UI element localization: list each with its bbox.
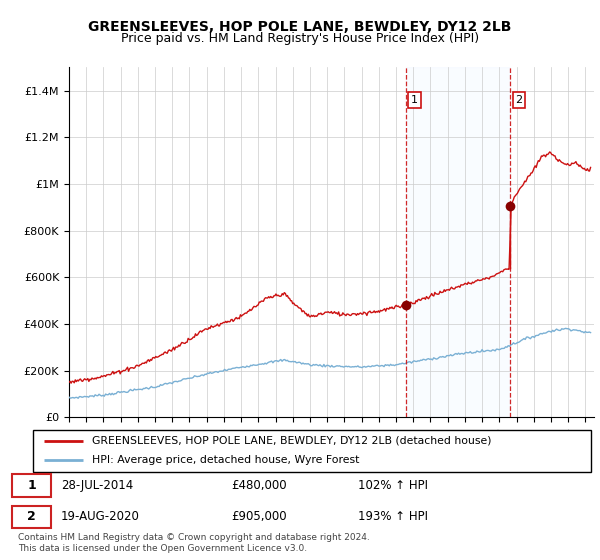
Text: Price paid vs. HM Land Registry's House Price Index (HPI): Price paid vs. HM Land Registry's House … xyxy=(121,32,479,45)
Text: GREENSLEEVES, HOP POLE LANE, BEWDLEY, DY12 2LB: GREENSLEEVES, HOP POLE LANE, BEWDLEY, DY… xyxy=(88,20,512,34)
Text: £905,000: £905,000 xyxy=(231,510,287,524)
Text: GREENSLEEVES, HOP POLE LANE, BEWDLEY, DY12 2LB (detached house): GREENSLEEVES, HOP POLE LANE, BEWDLEY, DY… xyxy=(92,436,491,446)
FancyBboxPatch shape xyxy=(12,506,51,528)
Text: HPI: Average price, detached house, Wyre Forest: HPI: Average price, detached house, Wyre… xyxy=(92,455,359,465)
Text: 2: 2 xyxy=(27,510,36,524)
Text: 2: 2 xyxy=(515,95,523,105)
Text: Contains HM Land Registry data © Crown copyright and database right 2024.
This d: Contains HM Land Registry data © Crown c… xyxy=(18,533,370,553)
FancyBboxPatch shape xyxy=(33,430,591,472)
Text: 193% ↑ HPI: 193% ↑ HPI xyxy=(358,510,428,524)
Text: 28-JUL-2014: 28-JUL-2014 xyxy=(61,479,133,492)
Text: 19-AUG-2020: 19-AUG-2020 xyxy=(61,510,140,524)
Text: 1: 1 xyxy=(411,95,418,105)
Text: £480,000: £480,000 xyxy=(231,479,287,492)
FancyBboxPatch shape xyxy=(12,474,51,497)
Text: 102% ↑ HPI: 102% ↑ HPI xyxy=(358,479,428,492)
Text: 1: 1 xyxy=(27,479,36,492)
Bar xyxy=(406,67,510,417)
